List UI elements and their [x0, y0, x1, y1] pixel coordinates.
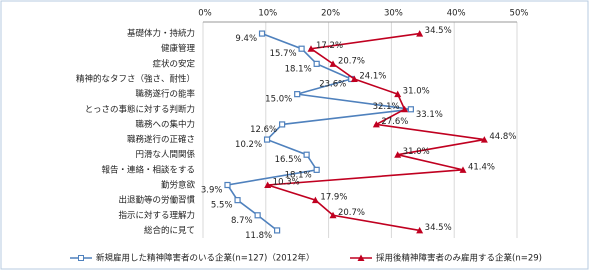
category-label: 総合的に見て: [144, 225, 195, 236]
data-label: 10.2%: [235, 140, 262, 150]
marker: [311, 196, 319, 204]
marker: [394, 151, 402, 158]
marker: [416, 226, 424, 234]
marker: [303, 151, 310, 158]
marker: [313, 60, 320, 67]
marker: [254, 212, 261, 219]
data-label: 9.4%: [235, 34, 257, 44]
legend-label: 新規雇用した精神障害者のいる企業(n=127)（2012年）: [96, 253, 315, 264]
marker: [329, 211, 337, 219]
data-label: 34.5%: [425, 26, 452, 36]
marker: [224, 181, 231, 189]
category-label: 職務遂行の正確さ: [127, 134, 195, 145]
category-label: 円滑な人間関係: [135, 149, 195, 160]
category-label: 出退勤等の労働習慣: [118, 195, 195, 206]
data-label: 10.3%: [273, 178, 300, 188]
x-tick-label: 0%: [198, 9, 212, 19]
marker: [258, 30, 266, 37]
x-tick-label: 40%: [447, 9, 466, 19]
category-label: とっさの事態に対する判断力: [85, 104, 195, 115]
data-label: 24.1%: [359, 72, 386, 82]
category-label: 精神的なタフさ（強さ、耐性）: [76, 74, 195, 85]
marker: [394, 90, 402, 98]
category-label: 指示に対する理解力: [118, 210, 195, 221]
data-label: 32.1%: [373, 102, 400, 112]
data-label: 31.0%: [403, 87, 430, 97]
data-label: 34.5%: [425, 223, 452, 233]
marker: [234, 197, 241, 204]
data-label: 16.5%: [275, 155, 302, 165]
data-label: 11.8%: [245, 231, 272, 241]
marker: [307, 45, 315, 52]
marker: [372, 120, 380, 128]
marker: [279, 121, 286, 128]
category-label: 症状の安定: [152, 58, 195, 69]
data-label: 23.6%: [319, 80, 346, 90]
legend-label: 採用後精神障害者のみ雇用する企業(n=29): [376, 253, 542, 264]
marker: [407, 106, 414, 113]
marker: [313, 166, 320, 173]
marker: [274, 227, 281, 234]
data-label: 17.2%: [316, 41, 343, 51]
category-label: 基礎体力・持続力: [127, 28, 195, 39]
x-tick-label: 10%: [258, 9, 277, 19]
marker: [329, 60, 337, 67]
category-label: 報告・連絡・相談をする: [101, 164, 195, 175]
data-label: 18.1%: [285, 170, 312, 180]
data-label: 3.9%: [201, 186, 223, 196]
marker: [263, 136, 271, 143]
data-label: 5.5%: [211, 201, 233, 211]
marker: [350, 75, 358, 82]
marker: [480, 136, 488, 143]
data-label: 12.6%: [250, 125, 277, 135]
data-label: 41.4%: [468, 162, 495, 172]
category-label: 職務遂行の能率: [135, 89, 195, 100]
marker: [264, 181, 272, 188]
marker: [401, 105, 409, 113]
marker: [416, 30, 424, 37]
category-label: 勤労意欲: [161, 180, 196, 191]
data-label: 18.1%: [285, 64, 312, 74]
marker: [298, 45, 305, 52]
data-label: 27.6%: [381, 117, 408, 127]
data-label: 17.9%: [320, 193, 347, 203]
data-label: 20.7%: [338, 208, 365, 218]
legend-marker: [78, 255, 84, 261]
data-label: 8.7%: [231, 216, 253, 226]
data-label: 44.8%: [489, 132, 516, 142]
series-line: [267, 32, 485, 232]
data-label: 20.7%: [338, 56, 365, 66]
category-label: 健康管理: [161, 43, 196, 54]
data-label: 31.0%: [403, 147, 430, 157]
category-label: 職務への集中力: [135, 119, 195, 130]
data-label: 15.0%: [265, 95, 292, 105]
legend-marker: [357, 254, 365, 261]
x-tick-label: 50%: [510, 9, 529, 19]
marker: [459, 166, 467, 173]
data-label: 33.1%: [416, 110, 443, 120]
x-tick-label: 20%: [321, 9, 340, 19]
x-tick-label: 30%: [384, 9, 403, 19]
data-label: 15.7%: [270, 49, 297, 59]
marker: [294, 91, 301, 98]
